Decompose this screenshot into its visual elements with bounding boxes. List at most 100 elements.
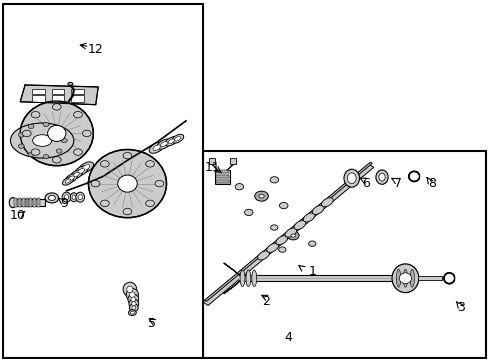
Ellipse shape [31,112,40,118]
Ellipse shape [65,174,77,183]
Ellipse shape [285,228,296,237]
Ellipse shape [72,195,76,199]
Ellipse shape [9,198,17,208]
Ellipse shape [78,195,82,200]
Ellipse shape [70,170,82,179]
Text: 10: 10 [10,210,26,222]
Ellipse shape [129,304,138,312]
Ellipse shape [61,138,67,143]
Ellipse shape [43,154,49,159]
Ellipse shape [160,141,167,147]
Ellipse shape [408,171,419,181]
Ellipse shape [131,297,136,302]
Ellipse shape [56,149,62,153]
Ellipse shape [100,200,109,207]
Ellipse shape [244,209,252,216]
Ellipse shape [378,173,385,181]
Ellipse shape [123,282,137,297]
Ellipse shape [28,124,34,129]
Ellipse shape [131,302,136,306]
Ellipse shape [266,243,278,252]
Ellipse shape [346,173,355,184]
Ellipse shape [149,142,164,153]
Bar [215,170,229,184]
Ellipse shape [303,213,314,222]
Ellipse shape [259,194,264,198]
Ellipse shape [10,123,74,158]
Ellipse shape [409,269,414,287]
Ellipse shape [28,153,34,157]
Ellipse shape [254,191,268,201]
Text: 4: 4 [284,331,292,344]
Ellipse shape [45,193,59,203]
Ellipse shape [48,195,55,201]
Ellipse shape [269,177,278,183]
Text: 9: 9 [60,197,68,210]
Ellipse shape [123,208,132,215]
Bar [229,158,235,163]
Ellipse shape [78,168,84,174]
Ellipse shape [123,152,132,159]
Ellipse shape [443,273,454,284]
Ellipse shape [73,149,82,155]
Bar [417,276,442,280]
Ellipse shape [245,270,250,287]
Ellipse shape [19,133,24,137]
Ellipse shape [153,145,160,150]
Ellipse shape [56,128,62,132]
Ellipse shape [164,136,177,146]
Bar [215,180,229,183]
Ellipse shape [391,264,418,293]
Ellipse shape [155,180,163,187]
Text: 12: 12 [88,42,103,55]
Ellipse shape [128,310,136,316]
Ellipse shape [43,122,49,127]
Bar [32,95,44,102]
Bar [32,89,44,94]
Ellipse shape [290,234,295,237]
Bar [239,275,409,281]
Ellipse shape [47,125,66,141]
Ellipse shape [76,192,84,202]
Ellipse shape [22,130,31,136]
Ellipse shape [287,231,299,240]
Ellipse shape [70,193,77,202]
Text: 1: 1 [308,265,316,278]
Ellipse shape [126,288,138,301]
Ellipse shape [300,219,307,224]
Ellipse shape [20,101,93,166]
Text: 5: 5 [147,317,156,330]
Bar [14,198,17,207]
Ellipse shape [52,104,61,110]
Text: 3: 3 [457,301,465,314]
Ellipse shape [129,299,139,309]
Ellipse shape [33,135,52,147]
Ellipse shape [145,200,154,207]
Ellipse shape [294,220,305,230]
Bar [71,95,83,102]
Bar [21,198,24,207]
Ellipse shape [52,157,61,163]
Ellipse shape [375,170,387,184]
Bar [33,198,36,207]
Ellipse shape [73,172,79,177]
Ellipse shape [91,180,100,187]
Bar [203,151,485,357]
Ellipse shape [312,205,324,215]
Text: 7: 7 [393,177,401,190]
Ellipse shape [275,236,287,245]
Ellipse shape [68,82,73,85]
Ellipse shape [126,286,133,293]
Ellipse shape [82,130,91,136]
Bar [18,198,20,207]
Ellipse shape [321,198,332,207]
Bar [215,175,229,178]
Ellipse shape [78,162,93,173]
Text: 6: 6 [362,177,369,190]
Ellipse shape [171,134,183,143]
Ellipse shape [31,149,40,155]
Bar [37,198,40,207]
Bar [209,158,215,163]
Polygon shape [204,162,371,301]
Ellipse shape [19,144,24,148]
